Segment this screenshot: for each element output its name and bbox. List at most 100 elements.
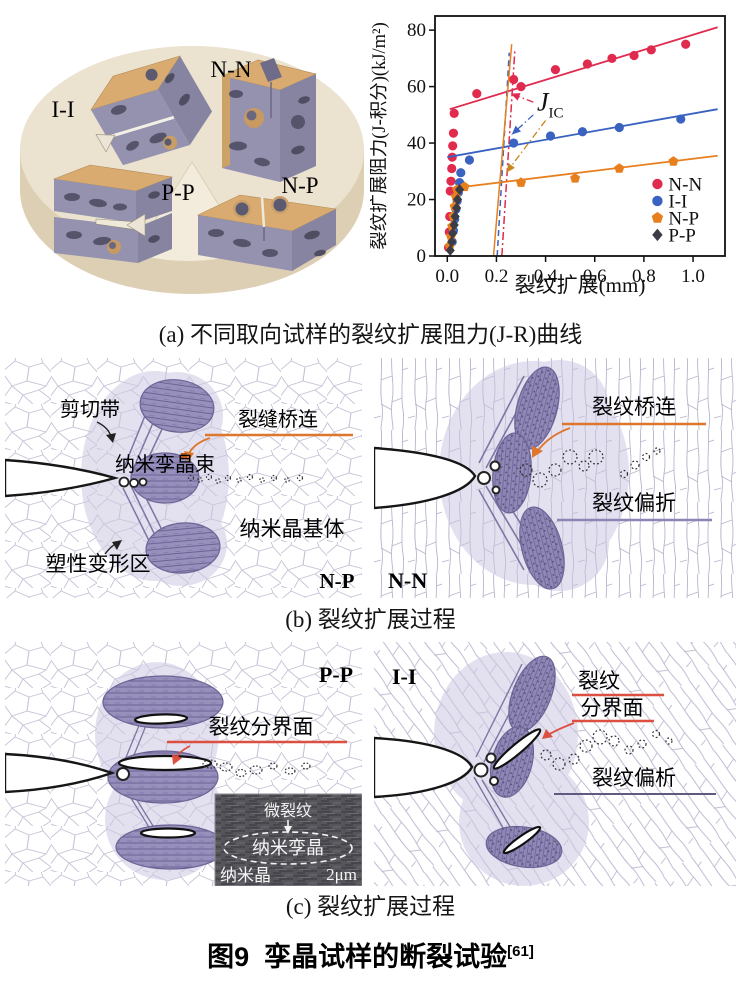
twin-bundle-label: 纳米孪晶束 xyxy=(115,453,215,476)
shear-band-label: 剪切带 xyxy=(60,398,120,421)
dotted-crack-path xyxy=(540,729,673,771)
offset-line xyxy=(492,44,513,257)
y-tick-label: 80 xyxy=(407,20,426,41)
interface-label-line2: 分界面 xyxy=(581,696,644,720)
x-tick-label: 0.4 xyxy=(534,266,558,287)
disc-label-np: N-P xyxy=(281,173,318,198)
figure-title-text: 孪晶试样的断裂试验 xyxy=(264,942,508,972)
nano-twin-bundles xyxy=(130,379,221,574)
panel-b: 剪切带 裂缝桥连 纳米孪晶束 纳米晶基体 塑性变形区 N-P xyxy=(0,358,741,598)
jic-annotation: JIC xyxy=(505,88,564,174)
x-tick-label: 0.0 xyxy=(435,266,459,287)
crack-deflect-label: 裂纹偏折 xyxy=(592,491,676,515)
plastic-zone-label: 塑性变形区 xyxy=(46,552,151,576)
crack-tip-voids xyxy=(473,752,499,786)
crack-tip-voids xyxy=(118,476,148,488)
shear-band-arrowhead xyxy=(106,433,116,443)
specimen-block-pp xyxy=(52,164,174,263)
caption-a: (a) 不同取向试样的裂纹扩展阻力(J-R)曲线 xyxy=(158,322,583,347)
x-tick-label: 0.2 xyxy=(485,266,509,287)
chart-frame xyxy=(434,15,726,257)
inset-microcrack-label: 微裂纹 xyxy=(264,802,312,820)
legend-item-N-N: N-N xyxy=(652,175,702,196)
interface-label-line1: 裂纹 xyxy=(578,669,620,693)
x-tick-label: 0.8 xyxy=(632,266,656,287)
caption-c: (c) 裂纹扩展过程 xyxy=(285,894,456,919)
orientation-tag-ii: I-I xyxy=(392,664,416,689)
caption-b: (b) 裂纹扩展过程 xyxy=(285,607,456,632)
x-axis-label: 裂纹扩展(mm) xyxy=(515,273,646,297)
dotted-crack-path xyxy=(187,473,304,484)
specimen-block-nn xyxy=(221,58,317,182)
dotted-crack-path xyxy=(202,759,311,778)
chart-legend: N-NI-IN-PP-P xyxy=(651,175,702,246)
crack-deflect-label: 裂纹偏析 xyxy=(592,766,676,790)
disc-label-pp: P-P xyxy=(161,180,194,205)
jr-curve-chart: 0.0 0.2 0.4 0.6 0.8 1.0 0 20 40 60 80 裂纹扩展(mm) 裂纹扩展阻… xyxy=(370,15,726,297)
diagram-c-ii: 裂纹 分界面 裂纹偏析 I-I xyxy=(374,642,736,886)
chart-series xyxy=(443,26,718,257)
interface-label: 裂纹分界面 xyxy=(209,715,314,739)
crack-notch xyxy=(374,736,474,799)
disc-label-nn: N-N xyxy=(211,57,252,82)
interface-arrowhead xyxy=(172,754,182,765)
legend-item-P-P: P-P xyxy=(652,225,696,246)
crack-bridge-label: 裂纹桥连 xyxy=(592,395,676,419)
specimen-disc-illustration: I-I N-N P-P N-P xyxy=(20,46,364,294)
offset-line xyxy=(501,49,516,257)
offset-line xyxy=(496,52,510,257)
disc-label-ii: I-I xyxy=(52,97,75,122)
sem-inset: 微裂纹 纳米孪晶 纳米晶 2μm xyxy=(214,793,362,886)
inset-scale-bar-label: 2μm xyxy=(326,865,357,884)
chart-axes: 0.0 0.2 0.4 0.6 0.8 1.0 0 20 40 60 80 裂纹扩展(mm) 裂纹扩展阻… xyxy=(370,20,705,297)
diagram-b-nn: 裂纹桥连 裂纹偏折 N-N xyxy=(374,358,736,598)
orientation-tag-pp: P-P xyxy=(319,662,353,687)
matrix-label: 纳米晶基体 xyxy=(240,517,345,541)
crack-bridge-label: 裂缝桥连 xyxy=(238,408,318,431)
jic-label: JIC xyxy=(537,88,564,122)
micro-crack-lenses xyxy=(492,728,542,855)
x-tick-label: 1.0 xyxy=(681,266,705,287)
fit-line xyxy=(449,26,718,111)
panel-a: I-I N-N P-P N-P 0.0 0.2 0.4 0.6 0.8 1.0 0 20 40 6… xyxy=(0,0,741,310)
figure-title: 图9 孪晶试样的断裂试验[61] xyxy=(0,926,741,988)
figure-number: 图9 xyxy=(207,942,250,972)
panel-c: 裂纹分界面 P-P 微裂纹 纳米孪晶 纳米晶 2μm xyxy=(0,642,741,886)
bridge-arrowhead xyxy=(532,446,543,458)
diagram-c-pp: 裂纹分界面 P-P 微裂纹 纳米孪晶 纳米晶 2μm xyxy=(5,642,362,886)
nano-twin-bundles xyxy=(492,366,565,590)
y-tick-label: 0 xyxy=(417,246,427,267)
diagram-b-np: 剪切带 裂缝桥连 纳米孪晶束 纳米晶基体 塑性变形区 N-P xyxy=(5,358,362,598)
legend-label: I-I xyxy=(668,191,687,212)
y-tick-label: 20 xyxy=(407,190,426,211)
orientation-tag-nn: N-N xyxy=(388,568,427,593)
inset-nanotwin-label: 纳米孪晶 xyxy=(252,838,324,858)
inset-nanocrystal-label: 纳米晶 xyxy=(220,866,271,885)
specimen-block-ii xyxy=(90,55,213,166)
crack-notch xyxy=(5,752,116,794)
nano-twin-bundles xyxy=(485,655,563,869)
specimen-block-np xyxy=(197,194,337,271)
crack-tip-void xyxy=(116,767,130,781)
legend-label: P-P xyxy=(668,225,695,246)
micro-crack-lenses xyxy=(117,713,213,839)
figure-reference: [61] xyxy=(507,943,534,960)
inset-arrowhead xyxy=(284,826,292,834)
crack-notch xyxy=(374,446,477,510)
x-tick-label: 0.6 xyxy=(583,266,607,287)
legend-label: N-N xyxy=(668,175,702,196)
crack-notch xyxy=(5,458,120,498)
y-tick-label: 40 xyxy=(407,133,426,154)
y-axis-label: 裂纹扩展阻力(J-积分)(kJ/m²) xyxy=(370,22,390,250)
plastic-zone-arrowhead xyxy=(112,540,122,550)
legend-label: N-P xyxy=(668,208,699,229)
crack-tip-voids xyxy=(477,460,501,495)
interface-arrowhead xyxy=(542,729,553,739)
dotted-crack-path xyxy=(519,447,661,488)
y-tick-label: 60 xyxy=(407,77,426,98)
legend-item-I-I: I-I xyxy=(652,191,687,212)
orientation-tag-np: N-P xyxy=(320,569,355,593)
legend-item-N-P: N-P xyxy=(651,208,699,229)
bridge-marker xyxy=(181,453,187,459)
